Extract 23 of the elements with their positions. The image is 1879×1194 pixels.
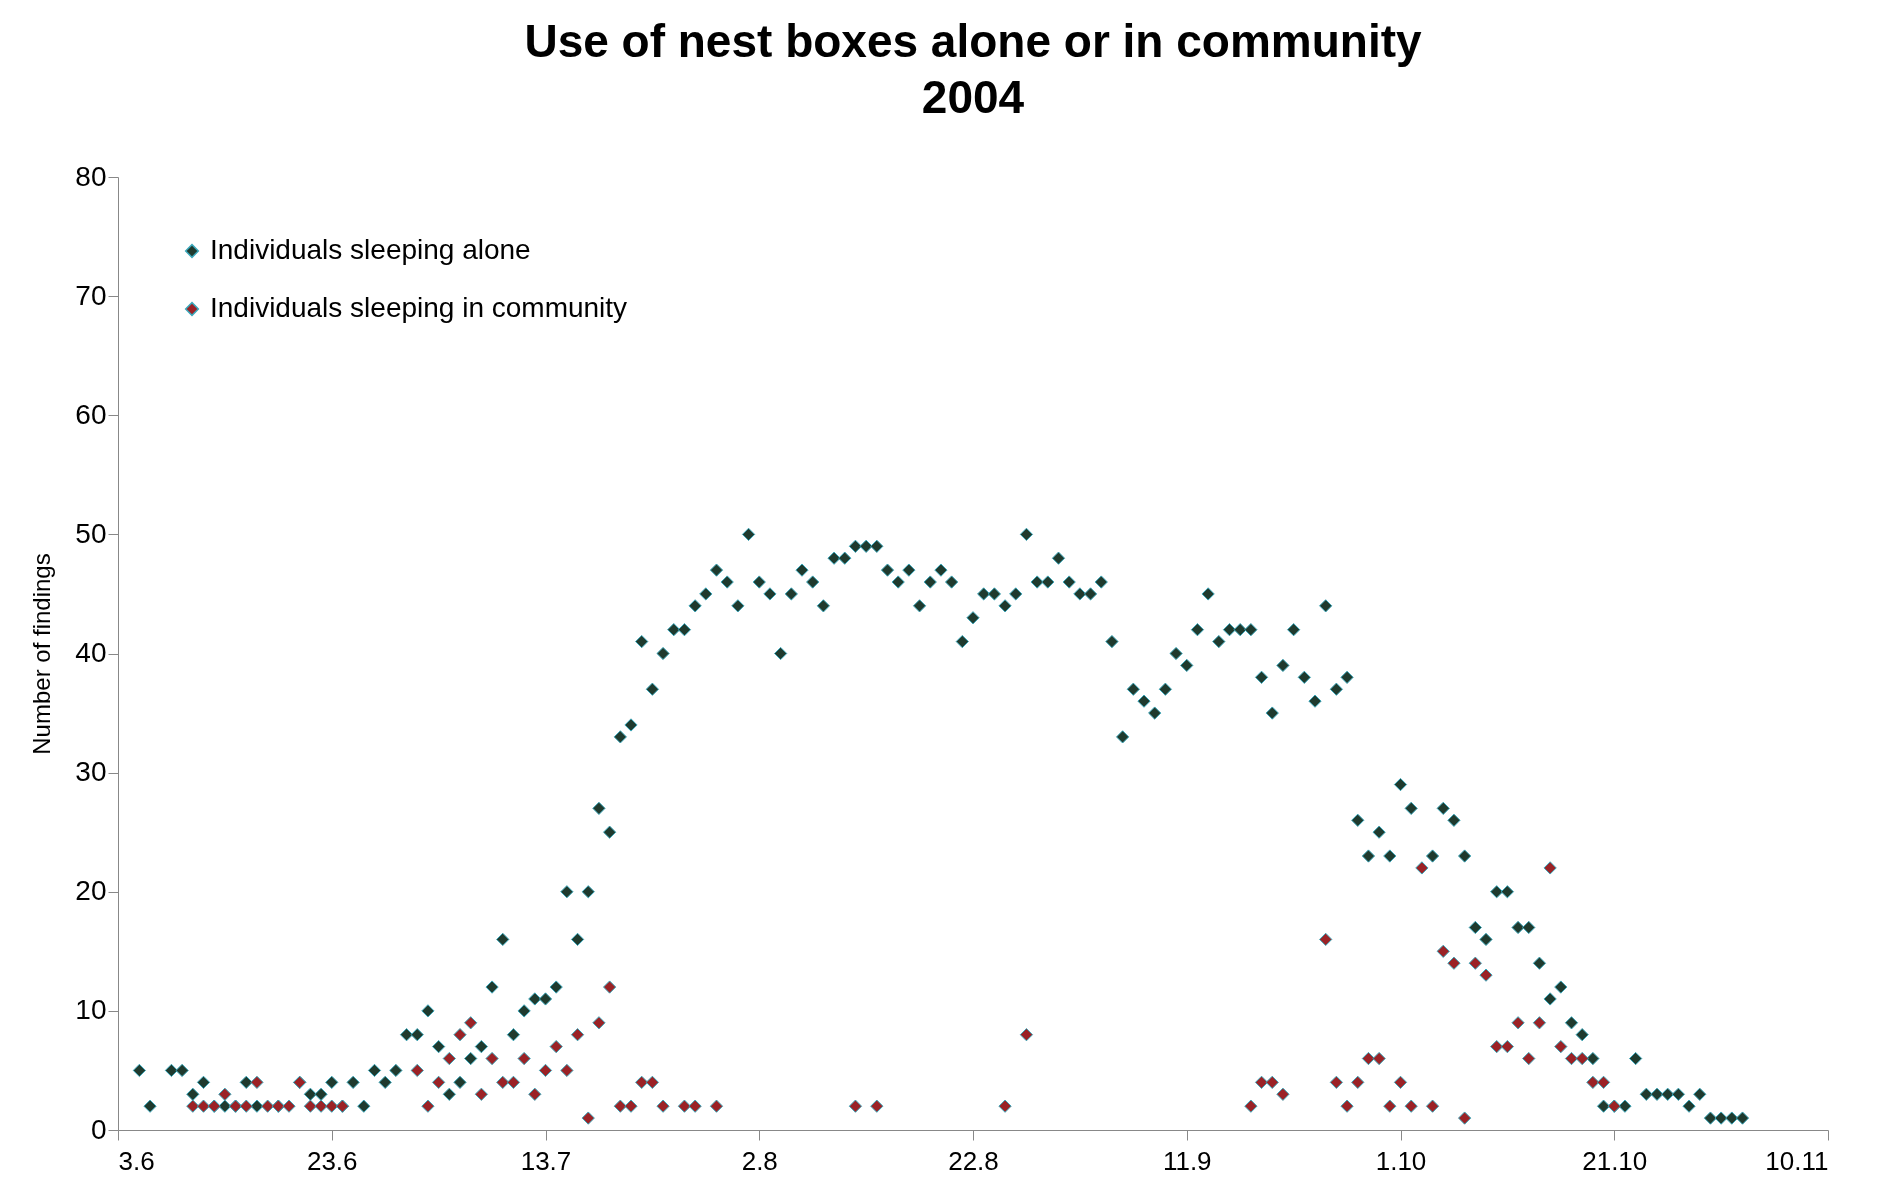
x-tick-label: 2.8 xyxy=(741,1145,778,1176)
chart-title: Use of nest boxes alone or in community xyxy=(524,15,1422,67)
y-tick-label: 40 xyxy=(75,637,107,668)
y-tick-label: 0 xyxy=(90,1113,107,1145)
x-tick-label: 1.10 xyxy=(1375,1145,1427,1176)
y-tick-label: 10 xyxy=(75,994,107,1026)
x-tick-label: 13.7 xyxy=(520,1145,572,1176)
legend-label: Individuals sleeping in community xyxy=(210,292,628,323)
y-tick-label: 50 xyxy=(75,517,107,549)
x-tick-label: 21.10 xyxy=(1582,1145,1648,1176)
y-tick-label: 20 xyxy=(75,875,107,907)
y-tick-label: 60 xyxy=(75,398,107,430)
y-tick-label: 80 xyxy=(75,160,107,192)
x-tick-label: 22.8 xyxy=(948,1145,999,1176)
x-tick-label: 3.6 xyxy=(118,1145,155,1176)
y-tick-label: 30 xyxy=(75,756,107,788)
x-tick-label: 10.11 xyxy=(1765,1145,1829,1176)
x-tick-label: 11.9 xyxy=(1162,1145,1212,1176)
chart-subtitle: 2004 xyxy=(921,71,1025,123)
y-axis-title: Number of findings xyxy=(28,553,56,755)
legend-label: Individuals sleeping alone xyxy=(210,234,531,265)
y-tick-label: 70 xyxy=(75,279,107,311)
x-tick-label: 23.6 xyxy=(306,1145,358,1176)
